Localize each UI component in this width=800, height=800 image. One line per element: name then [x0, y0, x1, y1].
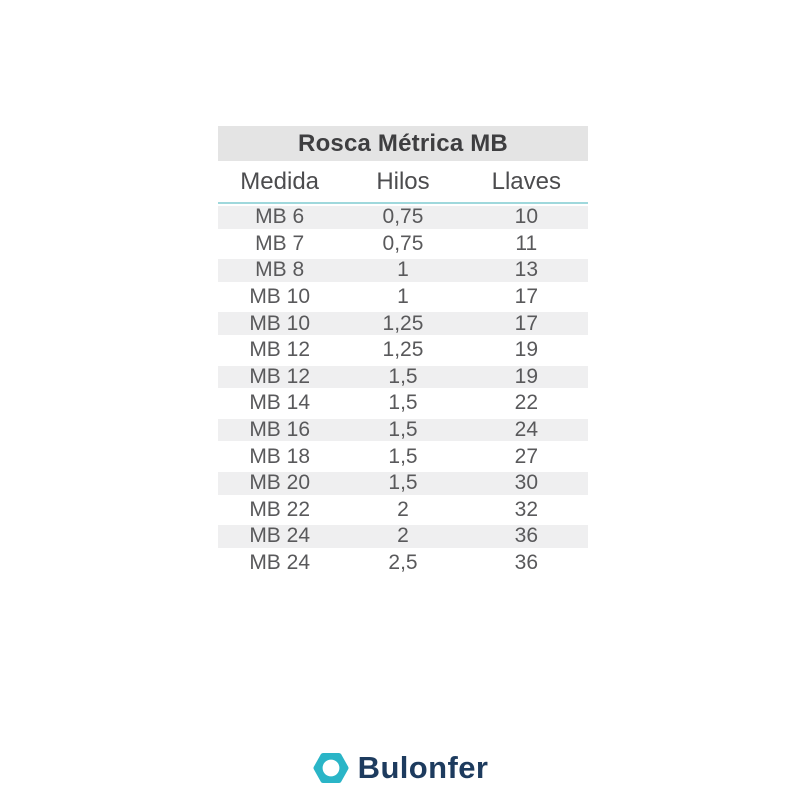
cell-hilos: 1 [397, 285, 409, 309]
table-row: MB 12 1,25 19 [218, 337, 588, 364]
cell-llaves: 13 [514, 258, 538, 282]
cell-medida: MB 22 [249, 497, 311, 521]
table-row: MB 12 1,5 19 [218, 363, 588, 391]
column-header-hilos: Hilos [376, 167, 430, 195]
cell-llaves: 36 [514, 551, 538, 575]
table-row: MB 6 0,75 10 [218, 204, 588, 231]
cell-hilos: 1,5 [388, 471, 418, 495]
cell-medida: MB 7 [255, 231, 305, 255]
cell-medida: MB 24 [249, 551, 311, 575]
cell-llaves: 24 [514, 418, 538, 442]
cell-hilos: 1,5 [388, 364, 418, 388]
cell-medida: MB 12 [249, 364, 311, 388]
cell-llaves: 22 [514, 391, 538, 415]
cell-llaves: 27 [514, 444, 538, 468]
thread-spec-table: Rosca Métrica MB Medida Hilos Llaves MB … [218, 126, 588, 576]
cell-hilos: 2 [397, 497, 409, 521]
table-row: MB 7 0,75 11 [218, 231, 588, 258]
hex-nut-icon [312, 749, 350, 787]
column-header-medida: Medida [240, 167, 320, 195]
table-row: MB 20 1,5 30 [218, 469, 588, 497]
cell-llaves: 19 [514, 364, 538, 388]
table-row: MB 24 2,5 36 [218, 550, 588, 577]
column-header-llaves: Llaves [491, 167, 561, 195]
cell-medida: MB 12 [249, 338, 311, 362]
cell-llaves: 17 [514, 285, 538, 309]
cell-medida: MB 20 [249, 471, 311, 495]
cell-medida: MB 18 [249, 444, 311, 468]
table-row: MB 8 1 13 [218, 257, 588, 284]
cell-hilos: 1,25 [382, 311, 424, 335]
cell-llaves: 32 [514, 497, 538, 521]
cell-hilos: 1,5 [388, 418, 418, 442]
cell-medida: MB 14 [249, 391, 311, 415]
cell-medida: MB 24 [249, 524, 311, 548]
table-row: MB 16 1,5 24 [218, 416, 588, 444]
cell-medida: MB 10 [249, 311, 311, 335]
cell-hilos: 2,5 [388, 551, 418, 575]
cell-llaves: 11 [515, 231, 538, 255]
table-header-row: Medida Hilos Llaves [218, 161, 588, 204]
cell-hilos: 0,75 [382, 231, 424, 255]
cell-hilos: 0,75 [382, 205, 424, 229]
cell-medida: MB 6 [255, 205, 305, 229]
cell-medida: MB 16 [249, 418, 311, 442]
cell-llaves: 30 [514, 471, 538, 495]
brand-name: Bulonfer [357, 750, 489, 785]
cell-llaves: 36 [514, 524, 538, 548]
cell-llaves: 10 [514, 205, 538, 229]
cell-medida: MB 10 [249, 285, 311, 309]
table-row: MB 14 1,5 22 [218, 390, 588, 417]
table-row: MB 22 2 32 [218, 497, 588, 524]
table-body: MB 6 0,75 10 MB 7 0,75 11 MB 8 1 13 MB 1… [218, 204, 588, 576]
cell-hilos: 2 [397, 524, 409, 548]
table-row: MB 10 1,25 17 [218, 310, 588, 337]
brand-logo: Bulonfer [0, 749, 800, 787]
table-row: MB 10 1 17 [218, 284, 588, 311]
cell-llaves: 19 [514, 338, 538, 362]
cell-hilos: 1 [397, 258, 409, 282]
cell-hilos: 1,5 [388, 391, 418, 415]
table-row: MB 24 2 36 [218, 523, 588, 550]
cell-hilos: 1,25 [382, 338, 424, 362]
cell-hilos: 1,5 [388, 444, 418, 468]
cell-llaves: 17 [514, 311, 538, 335]
table-row: MB 18 1,5 27 [218, 443, 588, 470]
cell-medida: MB 8 [255, 258, 305, 282]
table-title: Rosca Métrica MB [218, 126, 588, 161]
